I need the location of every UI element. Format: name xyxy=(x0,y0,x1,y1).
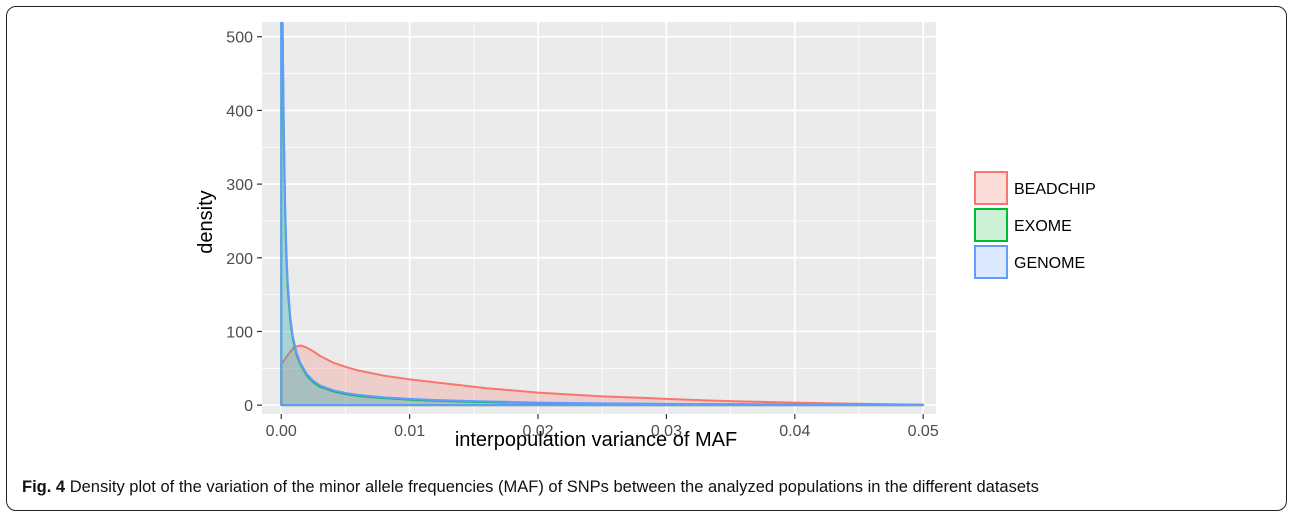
x-axis-label: interpopulation variance of MAF xyxy=(455,429,737,451)
x-tick-label: 0.01 xyxy=(394,423,425,440)
y-tick-label: 100 xyxy=(226,324,253,341)
y-tick-label: 0 xyxy=(244,398,253,415)
legend-key-exome xyxy=(974,208,1008,242)
density-area-beadchip xyxy=(281,345,924,406)
plot-panel xyxy=(262,22,936,414)
legend: BEADCHIP EXOME GENOME xyxy=(974,171,1096,279)
x-tick-label: 0.04 xyxy=(779,423,810,440)
y-tick-label: 200 xyxy=(226,251,253,268)
figure-caption: Fig. 4 Density plot of the variation of … xyxy=(22,478,1039,497)
density-line-genome xyxy=(280,22,925,407)
legend-key-beadchip xyxy=(974,171,1008,205)
y-tick-label: 400 xyxy=(226,103,253,120)
series-layer xyxy=(280,22,925,407)
legend-key-genome xyxy=(974,245,1008,279)
legend-label-exome: EXOME xyxy=(1014,218,1072,235)
density-chart: 0.00 0.01 0.02 0.03 0.04 0.05 0 100 200 300 400 500… xyxy=(195,22,1096,451)
x-tick-label: 0.03 xyxy=(651,423,682,440)
y-tick-label: 500 xyxy=(226,30,253,47)
y-tick-label: 300 xyxy=(226,177,253,194)
x-tick-label: 0.05 xyxy=(908,423,939,440)
y-axis-label: density xyxy=(195,190,217,253)
legend-label-genome: GENOME xyxy=(1014,255,1085,272)
legend-label-beadchip: BEADCHIP xyxy=(1014,181,1096,198)
density-line-beadchip xyxy=(280,344,925,407)
axes: 0.00 0.01 0.02 0.03 0.04 0.05 0 100 200 300 400 500 xyxy=(226,30,939,440)
x-tick-label: 0.00 xyxy=(266,423,297,440)
x-tick-label: 0.02 xyxy=(522,423,553,440)
figure-label: Fig. 4 xyxy=(22,478,66,496)
caption-text: Density plot of the variation of the min… xyxy=(69,478,1039,496)
figure-frame xyxy=(6,6,1287,511)
